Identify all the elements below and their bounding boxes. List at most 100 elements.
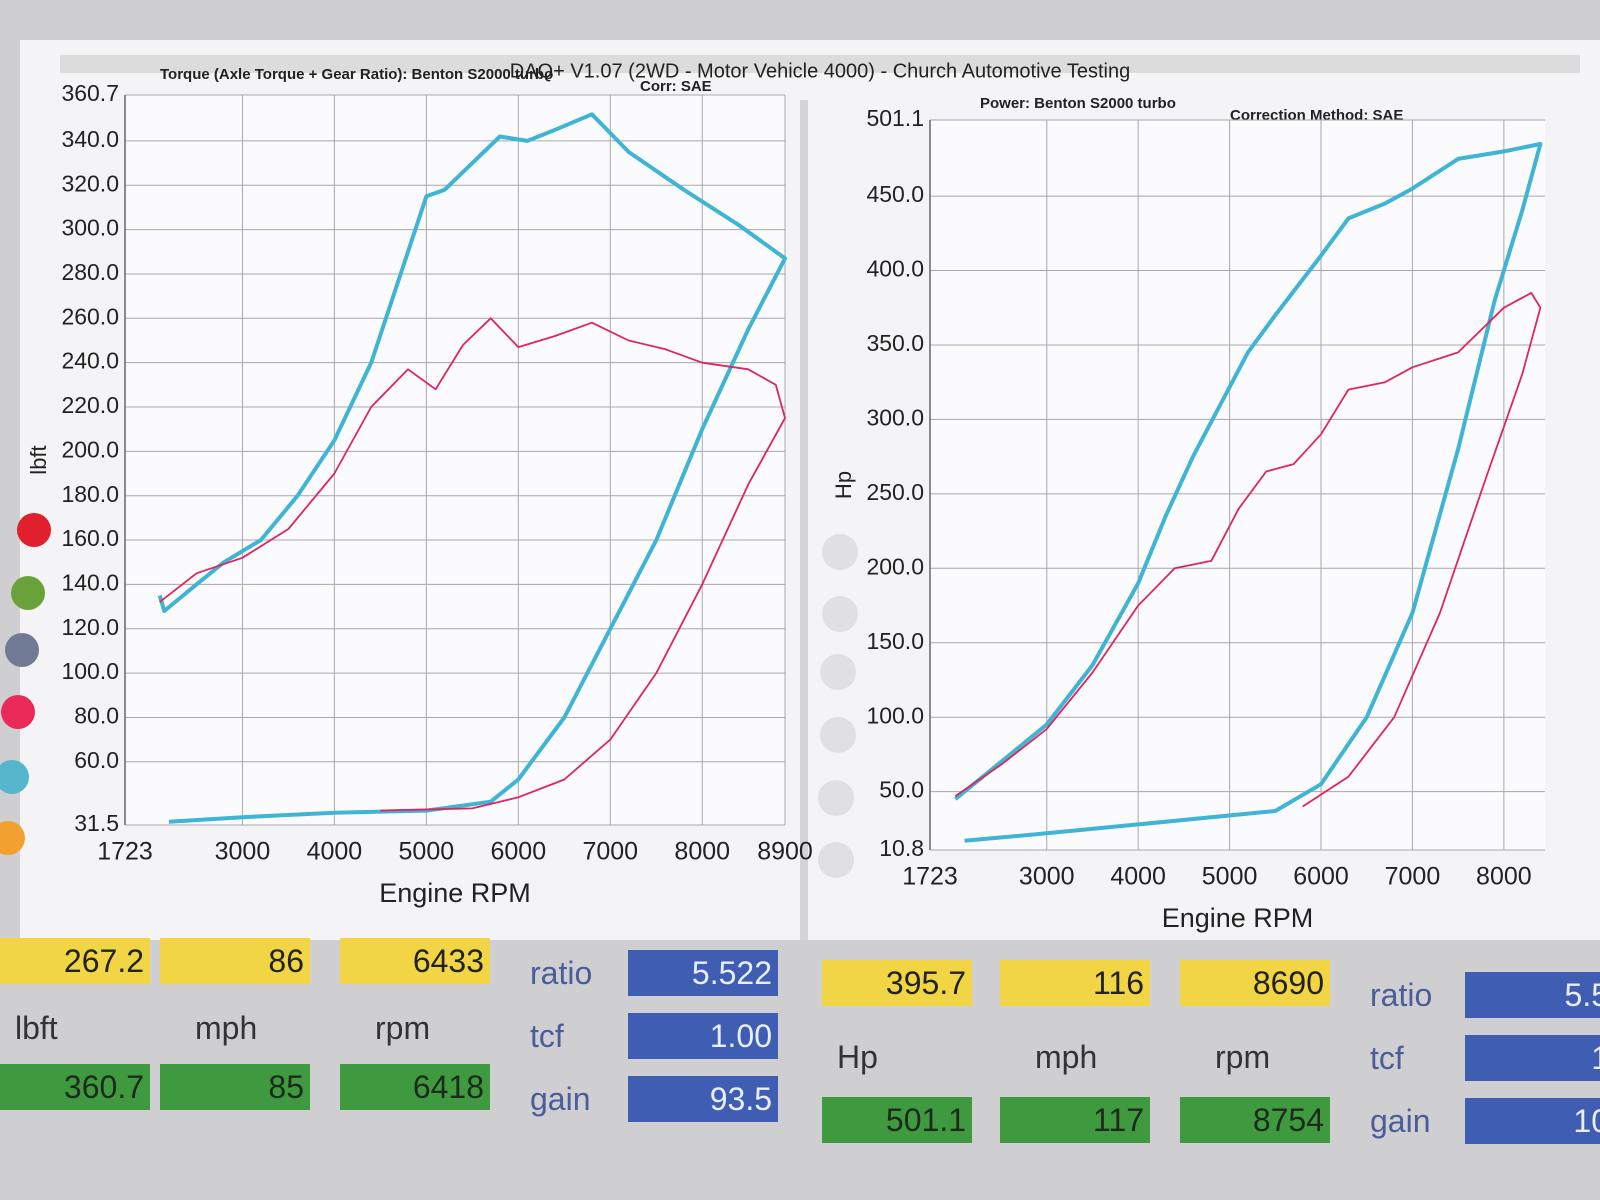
y-tick-label: 220.0 (61, 392, 119, 418)
readout-unit: rpm (1215, 1038, 1271, 1075)
readout-unit: Hp (837, 1038, 878, 1075)
y-tick-label: 240.0 (61, 348, 119, 374)
y-tick-label: 31.5 (74, 810, 119, 836)
y-axis-label: lbft (26, 445, 51, 474)
x-tick-label: 3000 (1019, 863, 1075, 891)
x-tick-label: 7000 (1385, 863, 1441, 891)
y-tick-label: 180.0 (61, 481, 119, 507)
y-tick-label: 250.0 (866, 479, 924, 505)
readout-value: 395.7 (822, 960, 972, 1006)
chart-subtitle: Power: Benton S2000 turbo (980, 95, 1176, 112)
x-tick-label: 3000 (215, 838, 271, 866)
readout-value: 117 (1000, 1097, 1150, 1143)
y-tick-label: 350.0 (866, 330, 924, 356)
readout-value: 6433 (340, 938, 490, 984)
readout-value: 86 (160, 938, 310, 984)
readout-value: 5.522 (628, 950, 778, 996)
readout-value: 267.2 (0, 938, 150, 984)
x-tick-label: 1723 (902, 863, 958, 891)
x-tick-label: 5000 (1202, 863, 1258, 891)
chart-correction: Correction Method: SAE (1230, 107, 1403, 124)
x-tick-label: 8000 (1476, 863, 1532, 891)
x-tick-label: 4000 (1110, 863, 1166, 891)
readout-value: 8754 (1180, 1097, 1330, 1143)
chart-subtitle: Torque (Axle Torque + Gear Ratio): Bento… (160, 66, 553, 83)
main-title: DAQ+ V1.07 (2WD - Motor Vehicle 4000) - … (510, 60, 1130, 82)
y-tick-label: 300.0 (61, 215, 119, 241)
readout-label: gain (1370, 1103, 1431, 1139)
readout-label: gain (530, 1081, 591, 1117)
line-series (954, 292, 1542, 808)
readout-value: 8690 (1180, 960, 1330, 1006)
x-axis-label: Engine RPM (1162, 903, 1314, 933)
y-tick-label: 320.0 (61, 170, 119, 196)
x-tick-label: 5000 (399, 838, 455, 866)
y-axis-label: Hp (831, 471, 856, 499)
color-dot (822, 534, 858, 570)
color-dot (0, 760, 29, 794)
divider (800, 100, 808, 940)
y-tick-label: 260.0 (61, 303, 119, 329)
readout-value: 6418 (340, 1064, 490, 1110)
readout-value: 1 (1465, 1035, 1600, 1081)
y-tick-label: 10.8 (879, 835, 924, 861)
readout-value: 5.5 (1465, 972, 1600, 1018)
y-tick-label: 50.0 (879, 777, 924, 803)
color-dot (1, 695, 35, 729)
y-tick-label: 200.0 (61, 436, 119, 462)
y-tick-label: 400.0 (866, 256, 924, 282)
y-tick-label: 160.0 (61, 525, 119, 551)
y-tick-label: 280.0 (61, 259, 119, 285)
title-bar (60, 55, 1580, 73)
readout-unit: mph (1035, 1038, 1098, 1075)
line-series (954, 142, 1543, 843)
y-tick-label: 120.0 (61, 614, 119, 640)
color-dot (0, 821, 25, 855)
color-dot (818, 842, 854, 878)
y-tick-label: 340.0 (61, 126, 119, 152)
y-tick-label: 450.0 (866, 181, 924, 207)
color-dot (818, 780, 854, 816)
x-tick-label: 8000 (674, 838, 730, 866)
y-tick-label: 100.0 (61, 658, 119, 684)
plot-area (125, 95, 785, 825)
x-tick-label: 1723 (97, 838, 153, 866)
readout-value: 360.7 (0, 1064, 150, 1110)
y-tick-label: 360.7 (61, 80, 119, 106)
line-series (157, 112, 787, 824)
readout-value: 116 (1000, 960, 1150, 1006)
line-series (159, 317, 786, 812)
y-tick-label: 501.1 (866, 105, 924, 131)
readout-value: 501.1 (822, 1097, 972, 1143)
readout-unit: rpm (375, 1010, 431, 1046)
y-tick-label: 150.0 (866, 628, 924, 654)
plot-area (930, 120, 1545, 850)
y-tick-label: 60.0 (74, 747, 119, 773)
x-tick-label: 7000 (582, 838, 638, 866)
readout-value: 1.00 (628, 1013, 778, 1059)
x-tick-label: 6000 (491, 838, 547, 866)
x-tick-label: 8900 (757, 838, 813, 866)
readout-label: ratio (1370, 977, 1433, 1013)
readout-unit: lbft (15, 1010, 58, 1046)
x-tick-label: 4000 (307, 838, 363, 866)
color-dot (820, 654, 856, 690)
color-dot (5, 633, 39, 667)
color-dot (11, 576, 45, 610)
y-tick-label: 80.0 (74, 703, 119, 729)
color-dot (820, 717, 856, 753)
x-tick-label: 6000 (1293, 863, 1349, 891)
readout-value: 93.5 (628, 1076, 778, 1122)
y-tick-label: 200.0 (866, 553, 924, 579)
readout-value: 85 (160, 1064, 310, 1110)
readout-label: tcf (530, 1018, 564, 1054)
y-tick-label: 100.0 (866, 702, 924, 728)
color-dot (822, 596, 858, 632)
readout-unit: mph (195, 1010, 258, 1046)
y-tick-label: 300.0 (866, 404, 924, 430)
chart-correction: Corr: SAE (640, 78, 712, 95)
color-dot (17, 513, 51, 547)
readout-label: ratio (530, 955, 593, 991)
